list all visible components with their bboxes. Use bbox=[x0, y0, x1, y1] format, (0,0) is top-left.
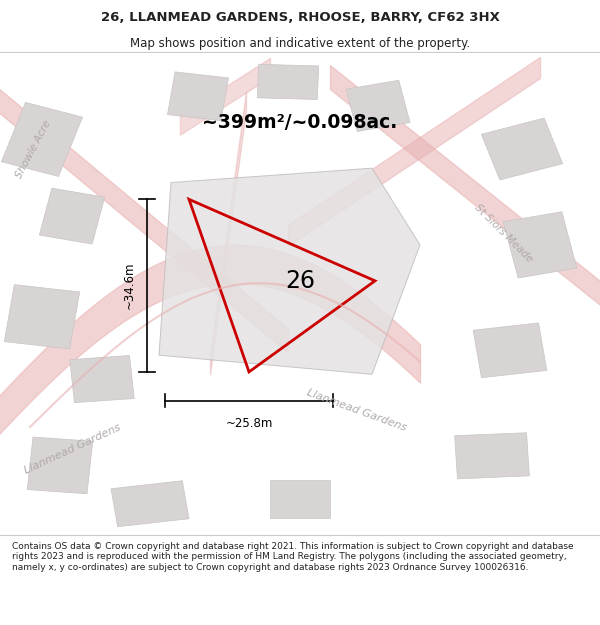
Text: St Siors Meade: St Siors Meade bbox=[473, 202, 535, 264]
Text: ~25.8m: ~25.8m bbox=[226, 418, 272, 431]
Polygon shape bbox=[1, 102, 83, 176]
Text: Showle Acre: Showle Acre bbox=[14, 118, 52, 179]
Text: 26: 26 bbox=[285, 269, 315, 293]
Text: Contains OS data © Crown copyright and database right 2021. This information is : Contains OS data © Crown copyright and d… bbox=[12, 542, 574, 571]
Polygon shape bbox=[70, 356, 134, 402]
Text: Map shows position and indicative extent of the property.: Map shows position and indicative extent… bbox=[130, 38, 470, 50]
Polygon shape bbox=[455, 432, 529, 479]
Polygon shape bbox=[481, 118, 563, 180]
Polygon shape bbox=[346, 80, 410, 131]
Polygon shape bbox=[40, 188, 104, 244]
Polygon shape bbox=[111, 481, 189, 527]
Polygon shape bbox=[473, 323, 547, 378]
Polygon shape bbox=[4, 284, 80, 349]
Text: ~399m²/~0.098ac.: ~399m²/~0.098ac. bbox=[202, 113, 398, 132]
Polygon shape bbox=[27, 437, 93, 494]
Polygon shape bbox=[159, 168, 420, 374]
Polygon shape bbox=[257, 64, 319, 99]
Polygon shape bbox=[503, 212, 577, 278]
Polygon shape bbox=[270, 480, 330, 518]
Text: Llanmead Gardens: Llanmead Gardens bbox=[22, 422, 122, 476]
Text: 26, LLANMEAD GARDENS, RHOOSE, BARRY, CF62 3HX: 26, LLANMEAD GARDENS, RHOOSE, BARRY, CF6… bbox=[101, 11, 499, 24]
Text: Llanmead Gardens: Llanmead Gardens bbox=[306, 388, 408, 433]
Polygon shape bbox=[167, 72, 229, 121]
Text: ~34.6m: ~34.6m bbox=[123, 262, 136, 309]
